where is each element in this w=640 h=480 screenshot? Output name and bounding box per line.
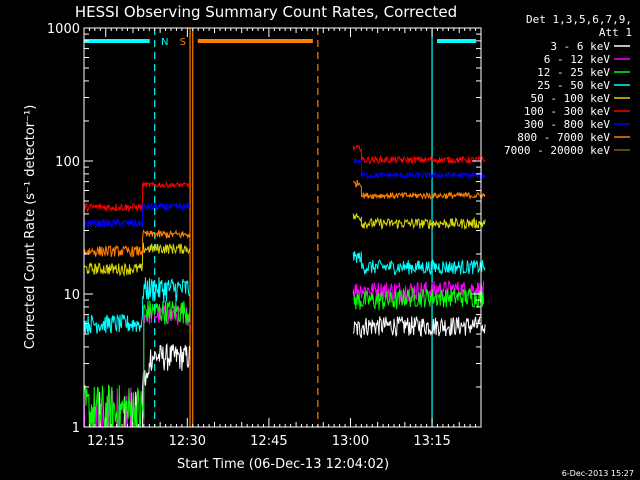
y-tick-label: 1000 [47, 22, 80, 37]
x-tick-label: 13:15 [413, 434, 450, 449]
legend-header-attenuator: Att 1 [599, 26, 632, 39]
series-line-25-50kev [83, 251, 486, 334]
series-line-800-7000kev [83, 180, 486, 259]
legend-label: 12 - 25 keV [537, 66, 610, 79]
x-axis-label: Start Time (06-Dec-13 12:04:02) [177, 457, 389, 472]
legend-label: 3 - 6 keV [550, 40, 610, 53]
y-tick-label: 100 [55, 155, 80, 170]
series-line-100-300kev [83, 144, 486, 213]
x-tick-label: 12:45 [250, 434, 287, 449]
series-line-50-100kev [83, 212, 486, 277]
x-tick-label: 12:30 [169, 434, 206, 449]
timestamp: 6-Dec-2013 15:27 [562, 469, 634, 478]
legend-header-detectors: Det 1,3,5,6,7,9, [526, 13, 632, 26]
night-label: N [161, 37, 168, 48]
legend-label: 50 - 100 keV [531, 92, 611, 105]
legend-label: 100 - 300 keV [524, 105, 610, 118]
legend-label: 800 - 7000 keV [517, 131, 610, 144]
y-axis-label: Corrected Count Rate (s⁻¹ detector⁻¹) [23, 105, 38, 350]
series-line-12-25kev [83, 288, 485, 429]
series-line-300-800kev [83, 159, 486, 229]
legend-label: 300 - 800 keV [524, 118, 610, 131]
x-tick-label: 12:15 [87, 434, 124, 449]
chart-title: HESSI Observing Summary Count Rates, Cor… [75, 3, 457, 21]
saa-label: S [180, 37, 186, 48]
plot-frame [83, 27, 482, 428]
axis-layer: 1 10 100 1000 12:15 12:30 12:45 13:00 13:15 [47, 22, 481, 449]
y-tick-label: 10 [63, 288, 80, 303]
legend-label: 6 - 12 keV [544, 53, 611, 66]
legend-label: 7000 - 20000 keV [504, 144, 610, 157]
series-layer [83, 144, 486, 429]
legend-label: 25 - 50 keV [537, 79, 610, 92]
x-tick-label: 13:00 [332, 434, 369, 449]
y-tick-label: 1 [72, 421, 80, 436]
